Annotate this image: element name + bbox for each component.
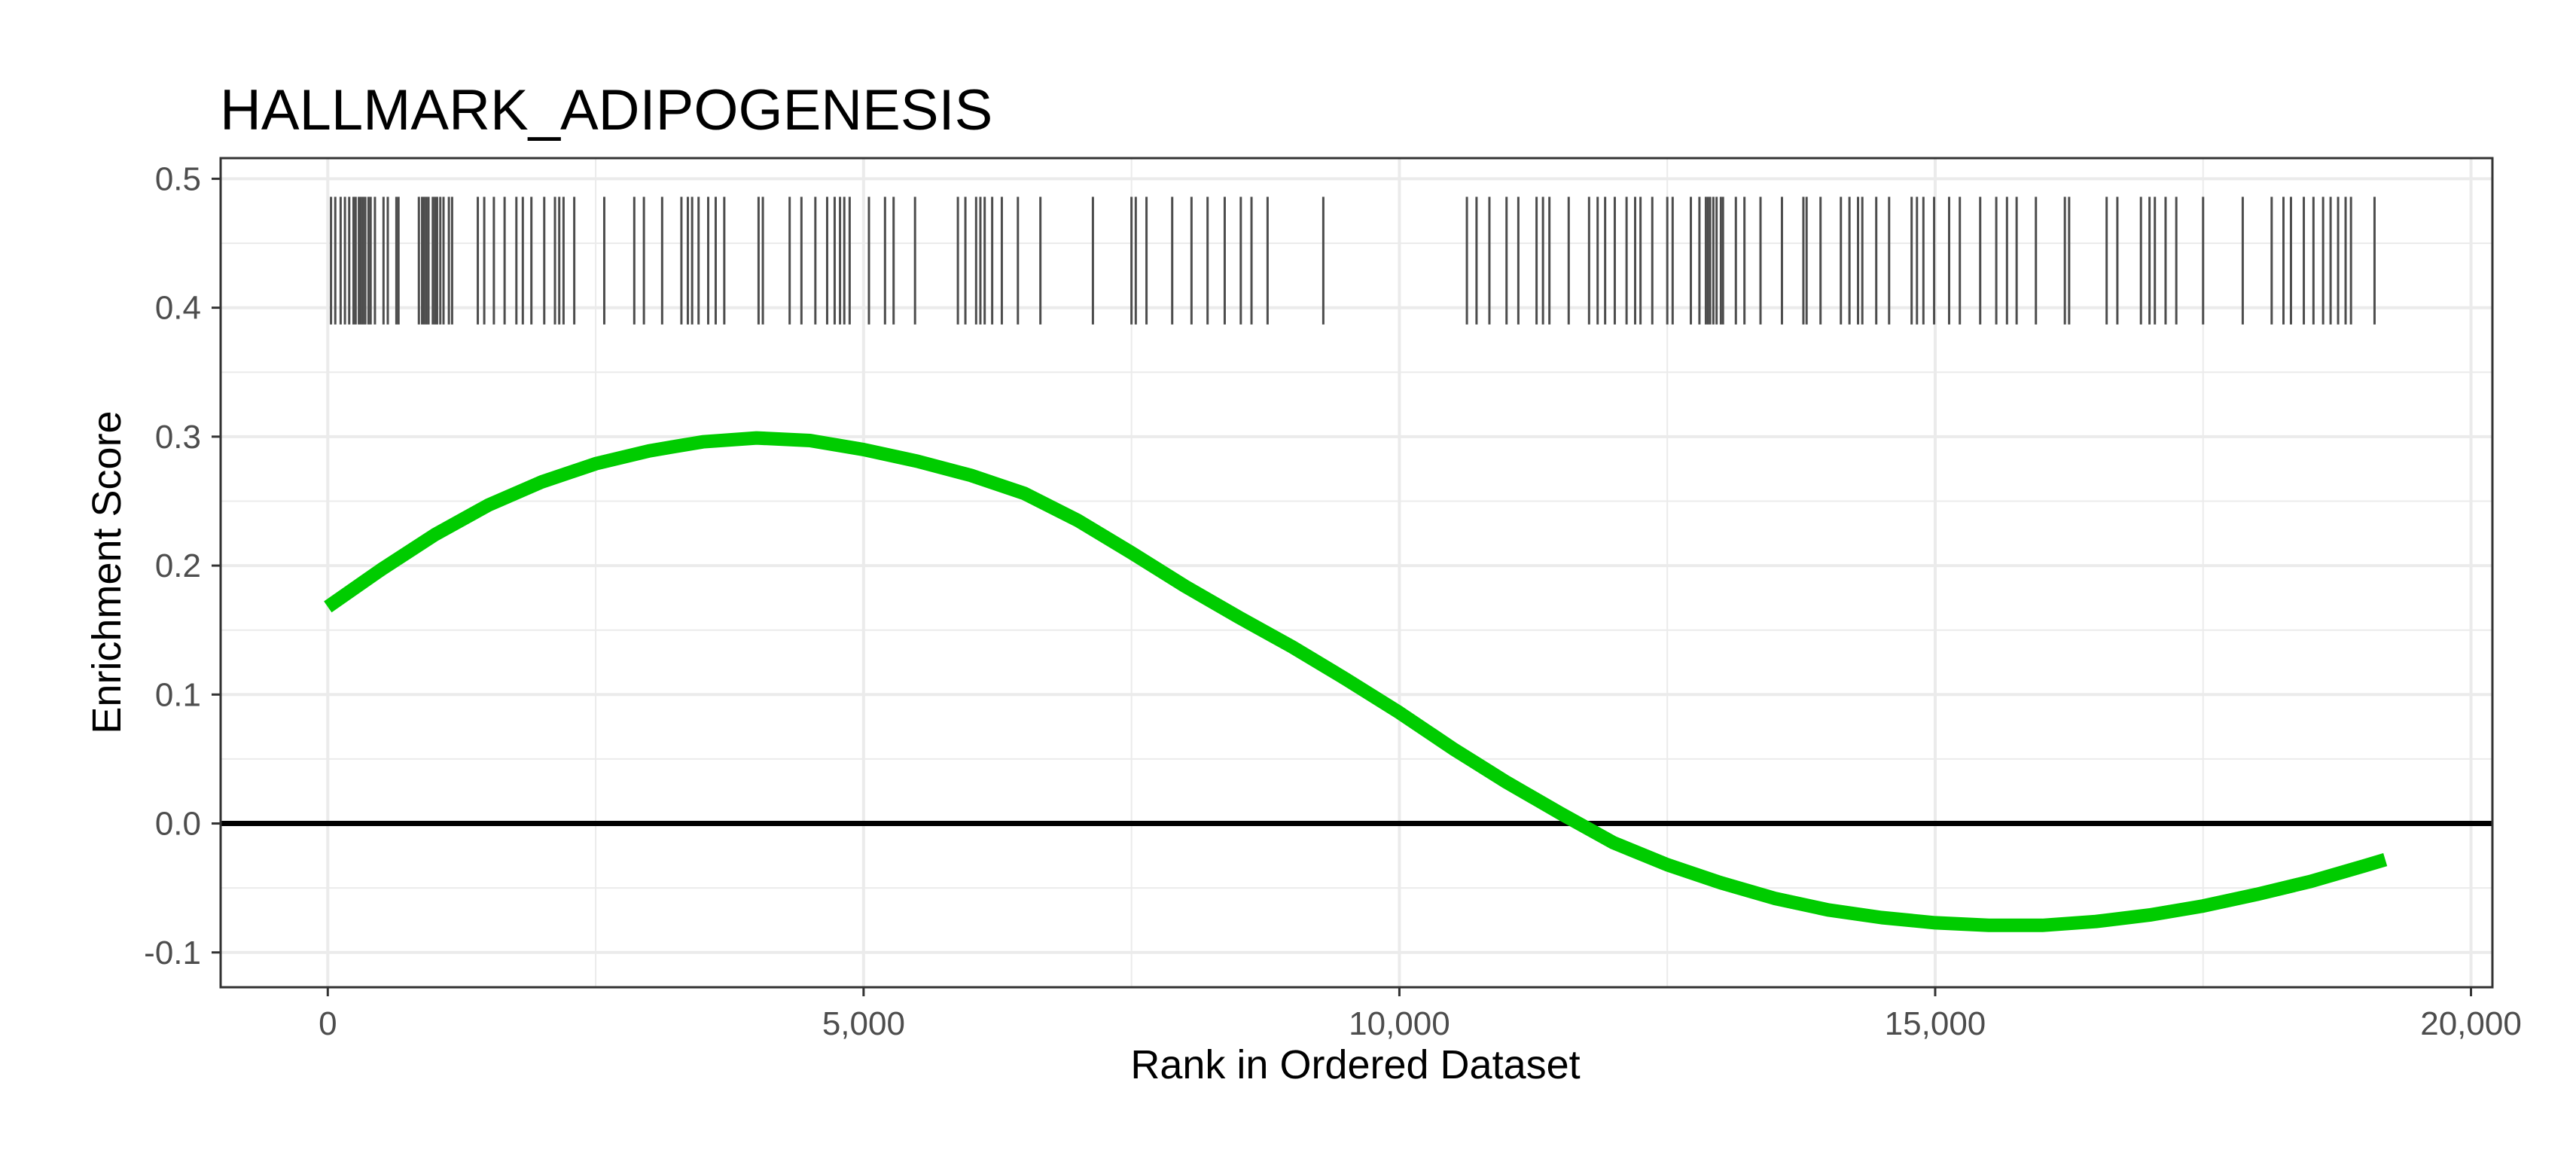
x-tick-label: 15,000 — [1885, 1005, 1986, 1042]
enrichment-curve — [324, 431, 2388, 932]
x-tick-label: 0 — [319, 1005, 337, 1042]
y-tick-label: 0.1 — [155, 676, 201, 713]
y-tick-label: -0.1 — [144, 935, 201, 971]
minor-grid — [221, 158, 2492, 987]
x-tick-label: 5,000 — [822, 1005, 905, 1042]
y-tick-label: 0.0 — [155, 806, 201, 843]
y-tick-label: 0.5 — [155, 160, 201, 197]
y-tick-label: 0.2 — [155, 547, 201, 584]
x-axis: 0 5,000 10,000 15,000 20,000 — [319, 987, 2522, 1042]
y-tick-label: 0.3 — [155, 419, 201, 456]
chart-title: HALLMARK_ADIPOGENESIS — [220, 78, 992, 142]
panel-border — [219, 157, 2494, 989]
gene-hit-marks — [330, 197, 2376, 325]
enrichment-score-line — [324, 431, 2388, 932]
y-tick-label: 0.4 — [155, 290, 201, 327]
x-tick-label: 20,000 — [2420, 1005, 2522, 1042]
x-tick-label: 10,000 — [1349, 1005, 1450, 1042]
y-axis: -0.1 0.0 0.1 0.2 0.3 0.4 0.5 — [144, 160, 221, 971]
x-axis-title: Rank in Ordered Dataset — [1130, 1042, 1580, 1087]
y-axis-title: Enrichment Score — [84, 410, 130, 733]
